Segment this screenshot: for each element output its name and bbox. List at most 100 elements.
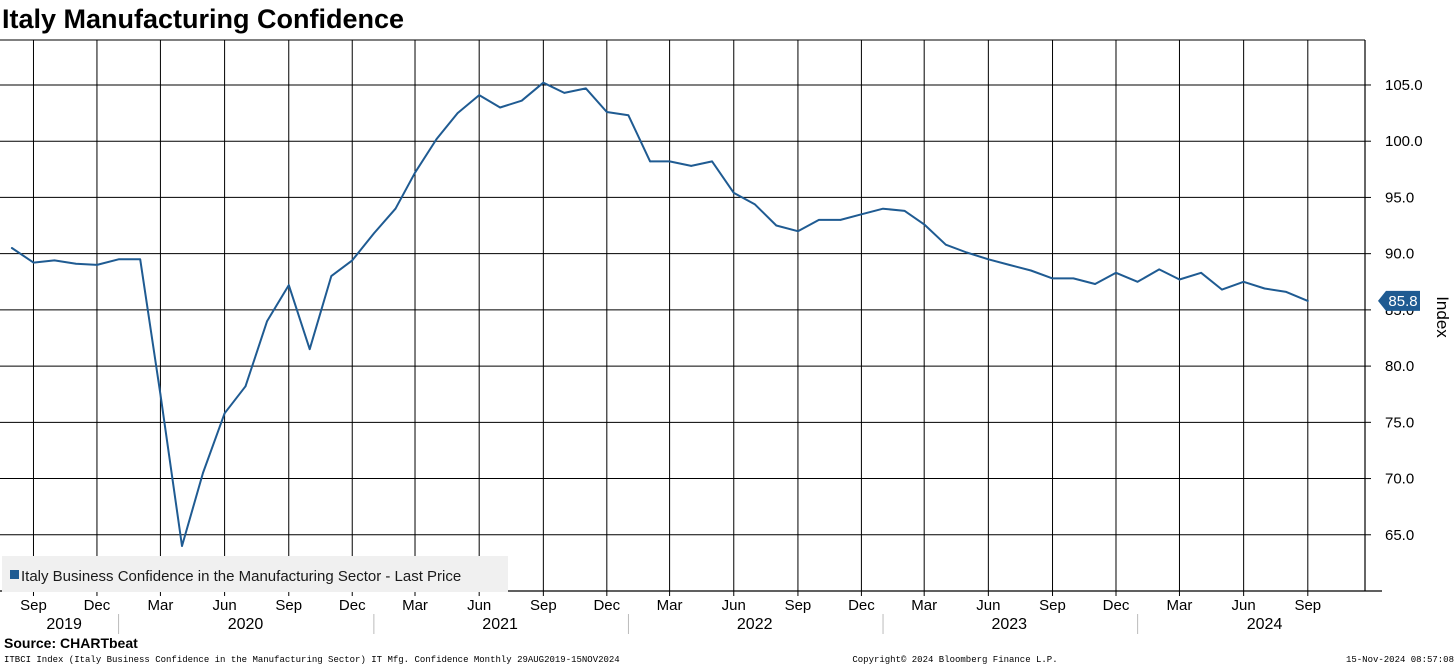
data-point bbox=[753, 203, 756, 205]
data-point bbox=[903, 210, 906, 212]
data-point bbox=[499, 106, 501, 109]
data-point bbox=[563, 92, 566, 94]
y-axis-label: Index bbox=[1433, 296, 1452, 338]
data-point bbox=[818, 219, 820, 221]
grid bbox=[0, 40, 1365, 591]
legend: Italy Business Confidence in the Manufac… bbox=[2, 556, 508, 592]
footer-right: 15-Nov-2024 08:57:08 bbox=[1346, 655, 1454, 665]
y-tick-label: 75.0 bbox=[1385, 414, 1414, 431]
year-label: 2024 bbox=[1247, 616, 1283, 633]
data-point bbox=[202, 472, 204, 474]
data-point bbox=[1072, 277, 1075, 280]
data-point bbox=[117, 258, 120, 261]
year-axis: 2019 2020 2021 2022 2023 2024 bbox=[46, 614, 1282, 634]
data-point bbox=[1136, 280, 1139, 283]
x-tick-label: Jun bbox=[467, 597, 491, 614]
data-point bbox=[649, 160, 651, 163]
data-point bbox=[606, 111, 608, 113]
data-point bbox=[266, 320, 268, 322]
data-point bbox=[223, 412, 226, 415]
data-point bbox=[53, 259, 56, 262]
x-tick-label: Mar bbox=[657, 597, 683, 614]
legend-swatch bbox=[10, 570, 19, 579]
x-tick-label: Sep bbox=[530, 597, 557, 614]
data-point bbox=[542, 81, 545, 84]
year-label: 2022 bbox=[737, 616, 773, 633]
data-point bbox=[478, 94, 480, 96]
legend-label: Italy Business Confidence in the Manufac… bbox=[21, 568, 461, 585]
data-point bbox=[882, 207, 884, 210]
data-point bbox=[287, 284, 290, 286]
data-point bbox=[690, 165, 693, 167]
year-label: 2019 bbox=[46, 616, 82, 633]
data-point bbox=[1094, 283, 1096, 285]
data-point bbox=[860, 213, 863, 216]
data-point bbox=[923, 223, 925, 226]
x-tick-label: Sep bbox=[1294, 597, 1321, 614]
x-tick-label: Dec bbox=[1103, 597, 1130, 614]
x-tick-label: Jun bbox=[213, 597, 237, 614]
legend-background bbox=[2, 556, 508, 592]
y-tick-label: 105.0 bbox=[1385, 77, 1423, 94]
data-point bbox=[435, 138, 438, 140]
data-point bbox=[732, 192, 735, 194]
x-axis: Sep Dec Mar Jun Sep Dec Mar Jun Sep Dec Mar Jun Sep D… bbox=[20, 591, 1321, 614]
data-point bbox=[308, 348, 311, 351]
data-point bbox=[1200, 271, 1202, 274]
y-tick-label: 65.0 bbox=[1385, 527, 1414, 544]
data-point bbox=[1178, 278, 1181, 281]
year-label: 2020 bbox=[228, 616, 264, 633]
year-label: 2023 bbox=[991, 616, 1027, 633]
data-point bbox=[585, 87, 587, 90]
data-point bbox=[394, 207, 397, 210]
x-tick-label: Jun bbox=[976, 597, 1000, 614]
last-value-label: 85.8 bbox=[1388, 293, 1417, 310]
series-line bbox=[10, 81, 1309, 547]
data-point bbox=[797, 230, 799, 232]
y-tick-label: 70.0 bbox=[1385, 471, 1414, 488]
data-point bbox=[1285, 291, 1287, 293]
footer-center: Copyright© 2024 Bloomberg Finance L.P. bbox=[852, 655, 1057, 665]
data-point bbox=[139, 258, 141, 261]
data-point bbox=[945, 243, 947, 246]
data-point bbox=[414, 171, 416, 174]
x-tick-label: Mar bbox=[148, 597, 174, 614]
x-tick-label: Sep bbox=[785, 597, 812, 614]
data-point bbox=[1221, 288, 1223, 291]
data-point bbox=[456, 112, 459, 114]
data-point bbox=[159, 393, 162, 396]
data-point bbox=[1115, 271, 1117, 274]
x-tick-label: Dec bbox=[339, 597, 366, 614]
x-tick-label: Dec bbox=[593, 597, 620, 614]
data-point bbox=[1263, 287, 1266, 290]
source-note: Source: CHARTbeat bbox=[4, 635, 138, 651]
data-point bbox=[244, 385, 247, 388]
x-tick-label: Mar bbox=[911, 597, 937, 614]
data-point bbox=[1242, 280, 1245, 283]
last-value-marker bbox=[1378, 290, 1420, 311]
data-point bbox=[351, 259, 354, 262]
data-point bbox=[839, 219, 842, 221]
data-point bbox=[1158, 268, 1161, 271]
y-tick-label: 90.0 bbox=[1385, 246, 1414, 263]
x-tick-label: Sep bbox=[1039, 597, 1066, 614]
x-tick-label: Sep bbox=[275, 597, 302, 614]
data-point bbox=[668, 160, 671, 163]
data-point bbox=[1008, 264, 1011, 266]
data-point bbox=[181, 545, 183, 547]
x-tick-label: Dec bbox=[84, 597, 111, 614]
year-label: 2021 bbox=[482, 616, 518, 633]
data-point bbox=[775, 224, 778, 227]
x-tick-label: Dec bbox=[848, 597, 875, 614]
footer-left: ITBCI Index (Italy Business Confidence i… bbox=[4, 655, 620, 665]
data-point bbox=[75, 262, 77, 265]
data-point bbox=[32, 261, 35, 264]
x-tick-label: Mar bbox=[402, 597, 428, 614]
data-point bbox=[1307, 300, 1309, 302]
data-point bbox=[520, 99, 523, 102]
data-point bbox=[987, 258, 990, 261]
x-tick-label: Sep bbox=[20, 597, 47, 614]
data-point bbox=[373, 232, 375, 235]
data-point bbox=[965, 251, 968, 254]
